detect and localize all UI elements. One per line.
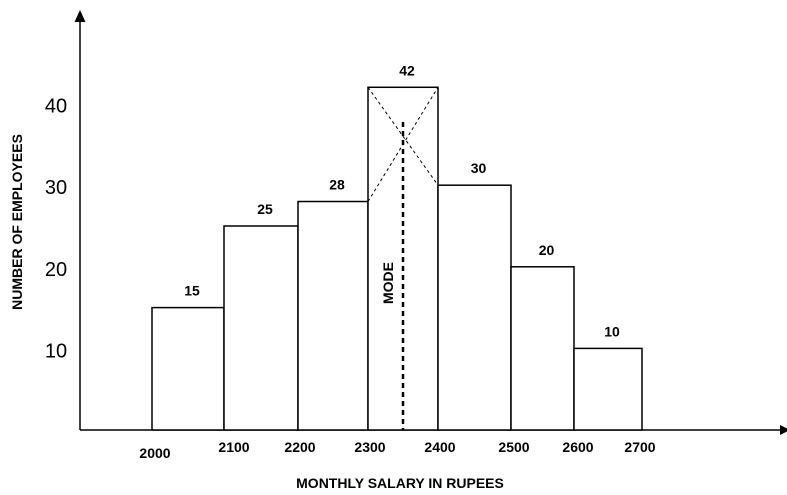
- x-axis-title: MONTHLY SALARY IN RUPEES: [296, 475, 504, 491]
- y-tick-label-10: 10: [45, 340, 67, 362]
- mode-label: MODE: [380, 262, 396, 304]
- bar-value-label-1: 15: [184, 283, 200, 299]
- y-tick-label-20: 20: [45, 259, 67, 281]
- x-tick-label-2700: 2700: [624, 439, 655, 455]
- x-tick-label-2600: 2600: [562, 439, 593, 455]
- y-tick-label-30: 30: [45, 177, 67, 199]
- x-tick-labels: 2000 2100 2200 2300 2400 2500 2600 2700: [139, 439, 655, 461]
- histogram-bar-3: [297, 200, 369, 431]
- bar-value-label-3: 28: [329, 177, 345, 193]
- y-axis-arrow: [74, 10, 86, 22]
- bar-value-labels: 15 25 28 42 30 20 10: [184, 62, 620, 339]
- x-tick-label-2100: 2100: [218, 439, 249, 455]
- x-tick-label-2000: 2000: [139, 445, 170, 461]
- bar-value-label-7: 10: [604, 323, 620, 339]
- x-tick-label-2300: 2300: [354, 439, 385, 455]
- bar-value-label-6: 20: [539, 242, 555, 258]
- histogram-bar-6: [510, 266, 575, 431]
- y-tick-labels: 10 20 30 40: [45, 96, 67, 363]
- histogram-bar-5: [437, 184, 512, 431]
- histogram-bar-7: [573, 347, 643, 431]
- histogram-bar-1: [151, 306, 225, 431]
- x-tick-label-2400: 2400: [424, 439, 455, 455]
- mode-marks-group: MODE: [367, 86, 439, 430]
- x-tick-label-2200: 2200: [284, 439, 315, 455]
- x-axis-arrow: [780, 425, 787, 435]
- y-axis-title: NUMBER OF EMPLOYEES: [9, 134, 25, 310]
- bar-value-label-4: 42: [399, 62, 415, 78]
- bar-value-label-2: 25: [257, 201, 273, 217]
- mode-diagonal-right: [367, 86, 439, 186]
- histogram-bar-2: [223, 225, 299, 431]
- y-tick-label-40: 40: [45, 96, 67, 118]
- bars-group: [151, 86, 643, 431]
- bar-value-label-5: 30: [471, 160, 487, 176]
- x-tick-label-2500: 2500: [498, 439, 529, 455]
